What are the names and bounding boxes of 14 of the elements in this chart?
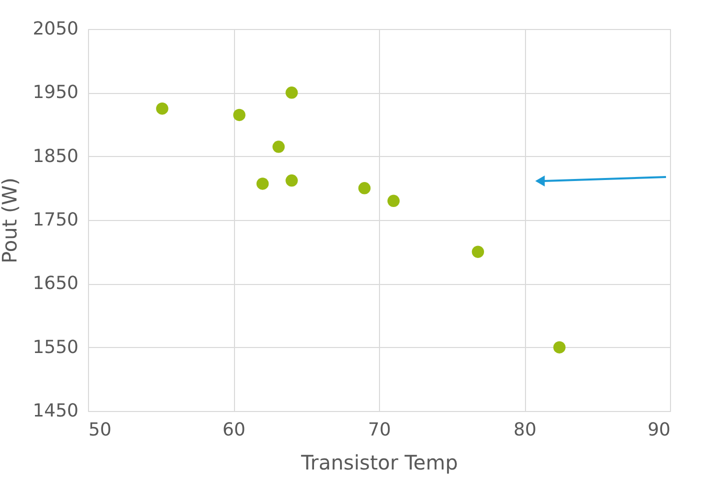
y-tick-label: 1850 — [32, 146, 78, 167]
y-tick-label: 2050 — [32, 18, 78, 40]
y-tick-label: 1750 — [32, 210, 78, 230]
x-tick-label: 70 — [368, 420, 391, 440]
y-tick-label: 1450 — [32, 400, 78, 422]
y-axis-title: Pout (W) — [0, 178, 22, 264]
y-tick-label: 1950 — [32, 82, 78, 104]
x-axis-title: Transistor Temp — [300, 450, 458, 474]
y-tick-label: 1550 — [32, 336, 78, 358]
x-tick-label: 50 — [88, 420, 112, 440]
x-tick-label: 90 — [648, 420, 670, 440]
y-tick-label: 1650 — [32, 273, 78, 294]
x-tick-label: 60 — [222, 420, 246, 440]
x-tick-label: 80 — [514, 420, 536, 440]
